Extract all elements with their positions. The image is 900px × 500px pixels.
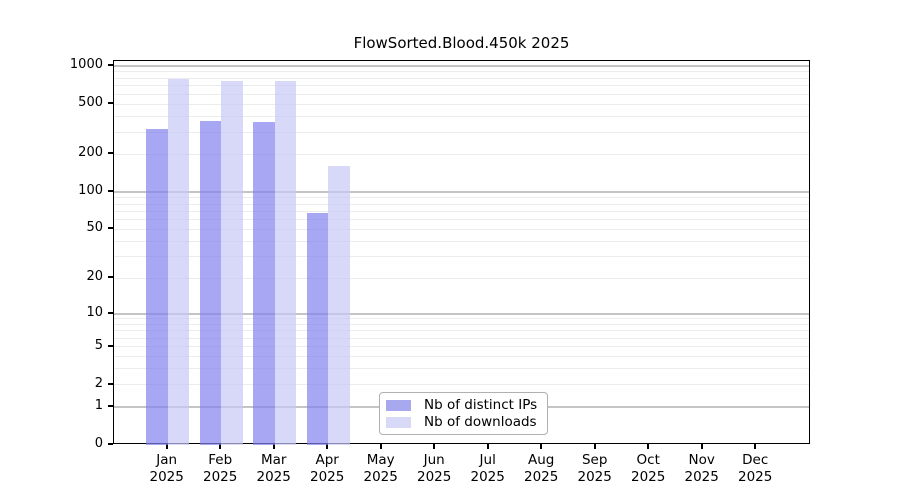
y-tick-label: 5 [94,337,103,353]
gridline-minor [114,324,809,326]
bar-distinct-ips-apr [306,212,329,445]
x-tick-label-aug: Aug 2025 [524,452,559,485]
y-axis-tick [108,64,113,67]
chart-title: FlowSorted.Blood.450k 2025 [353,34,570,52]
y-tick-label: 100 [78,182,103,198]
y-axis-tick [108,443,113,445]
x-tick-label-jan: Jan 2025 [149,452,184,485]
gridline-minor [114,346,809,348]
gridline-minor [114,103,809,105]
gridline-minor [114,131,809,133]
gridline-minor [114,277,809,279]
gridline-minor [114,203,809,205]
x-axis-tick-may [379,444,382,449]
y-axis-tick [108,311,113,314]
gridline-minor [114,384,809,386]
gridline-minor [114,197,809,199]
y-tick-label: 1000 [69,57,103,73]
gridline-minor [114,240,809,242]
gridline-minor [114,77,809,79]
x-axis-tick-sep [593,444,596,449]
y-axis-tick [108,227,113,230]
legend-swatch-downloads-icon [386,416,411,428]
gridline-minor [114,115,809,117]
plot-area [113,60,810,445]
x-axis-tick-mar [272,444,275,449]
legend-swatch-distinct-ips-icon [386,399,411,411]
gridline-minor [114,318,809,320]
gridline-minor [114,256,809,258]
bar-downloads-apr [328,166,350,445]
x-axis-tick-feb [219,444,222,449]
legend: Nb of distinct IPs Nb of downloads [379,392,549,435]
gridline-minor [114,228,809,230]
y-axis-tick [108,276,113,279]
x-tick-label-nov: Nov 2025 [684,452,719,485]
x-tick-label-feb: Feb 2025 [203,452,238,485]
bar-distinct-ips-jan [146,128,168,445]
legend-item-distinct-ips: Nb of distinct IPs [386,397,537,413]
x-tick-label-mar: Mar 2025 [256,452,291,485]
y-axis-tick [108,404,113,407]
gridline-minor [114,71,809,73]
legend-label-distinct-ips: Nb of distinct IPs [424,397,538,413]
y-tick-label: 10 [86,304,103,320]
bar-downloads-jan [167,78,190,445]
legend-item-downloads: Nb of downloads [386,414,537,430]
x-tick-label-sep: Sep 2025 [577,452,612,485]
gridline-minor [114,219,809,221]
y-axis-tick [108,344,113,347]
y-tick-label: 50 [86,220,103,236]
x-axis-tick-jan [165,444,168,449]
x-axis-tick-oct [647,444,650,449]
gridline-minor [114,356,809,358]
bar-distinct-ips-mar [253,122,275,445]
x-axis-tick-aug [540,444,543,449]
gridline-major [114,65,809,68]
y-tick-label: 200 [78,145,103,161]
y-tick-label: 2 [94,375,103,391]
x-tick-label-apr: Apr 2025 [310,452,345,485]
y-axis-tick [108,189,113,192]
gridline-minor [114,337,809,339]
x-axis-tick-dec [754,444,757,449]
x-tick-label-jun: Jun 2025 [417,452,452,485]
y-tick-label: 20 [86,269,103,285]
gridline-major [114,312,809,315]
x-tick-label-dec: Dec 2025 [738,452,773,485]
gridline-minor [114,368,809,370]
gridline-major [114,190,809,193]
gridline-minor [114,330,809,332]
gridline-minor [114,153,809,155]
y-tick-label: 500 [78,95,103,111]
x-axis-tick-jun [433,444,436,449]
x-axis-tick-nov [700,444,703,449]
y-tick-label: 0 [94,436,103,451]
bar-downloads-mar [274,80,297,445]
legend-label-downloads: Nb of downloads [424,414,537,430]
x-tick-label-oct: Oct 2025 [631,452,666,485]
gridline-minor [114,93,809,95]
y-tick-label: 1 [94,397,103,413]
y-axis-tick [108,152,113,155]
gridline-minor [114,85,809,87]
y-axis-tick [108,382,113,385]
x-axis-tick-apr [326,444,329,449]
gridline-minor [114,210,809,212]
y-axis-tick [108,102,113,105]
x-tick-label-jul: Jul 2025 [470,452,505,485]
bar-downloads-feb [221,81,243,445]
x-axis-tick-jul [486,444,489,449]
bar-distinct-ips-feb [199,121,222,445]
x-tick-label-may: May 2025 [363,452,398,485]
